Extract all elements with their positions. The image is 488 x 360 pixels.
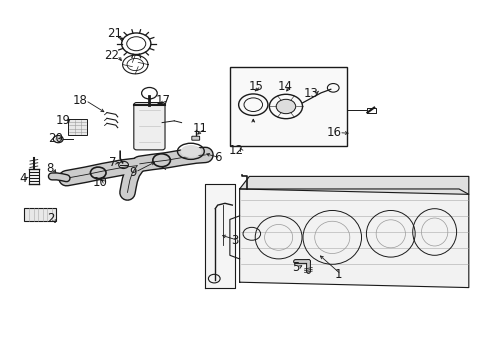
Text: 21: 21	[107, 27, 122, 40]
Text: 4: 4	[19, 172, 27, 185]
Circle shape	[276, 99, 295, 114]
FancyBboxPatch shape	[191, 136, 199, 140]
Text: 8: 8	[46, 162, 53, 175]
Bar	[229, 67, 346, 146]
Text: 7: 7	[109, 156, 116, 169]
Text: 3: 3	[231, 234, 238, 247]
Text: 18: 18	[73, 94, 87, 107]
Circle shape	[55, 137, 61, 141]
Text: 22: 22	[104, 49, 119, 62]
Ellipse shape	[181, 145, 200, 157]
Polygon shape	[239, 176, 468, 194]
Text: 15: 15	[248, 80, 263, 93]
Text: 11: 11	[192, 122, 207, 135]
Text: 10: 10	[92, 176, 107, 189]
Text: 19: 19	[56, 114, 71, 127]
Text: 12: 12	[228, 144, 244, 157]
Text: 13: 13	[304, 87, 318, 100]
Text: 2: 2	[47, 212, 54, 225]
Text: 5: 5	[292, 261, 299, 274]
Text: 14: 14	[277, 80, 292, 93]
Polygon shape	[205, 184, 234, 288]
Text: 16: 16	[326, 126, 341, 139]
Text: 6: 6	[214, 151, 222, 164]
Text: 17: 17	[156, 94, 170, 107]
Polygon shape	[239, 189, 468, 288]
Text: 9: 9	[129, 166, 136, 179]
Bar	[68, 119, 87, 135]
Text: 20: 20	[48, 131, 63, 145]
FancyBboxPatch shape	[134, 103, 164, 150]
Bar	[24, 208, 56, 221]
Text: 1: 1	[334, 268, 342, 281]
